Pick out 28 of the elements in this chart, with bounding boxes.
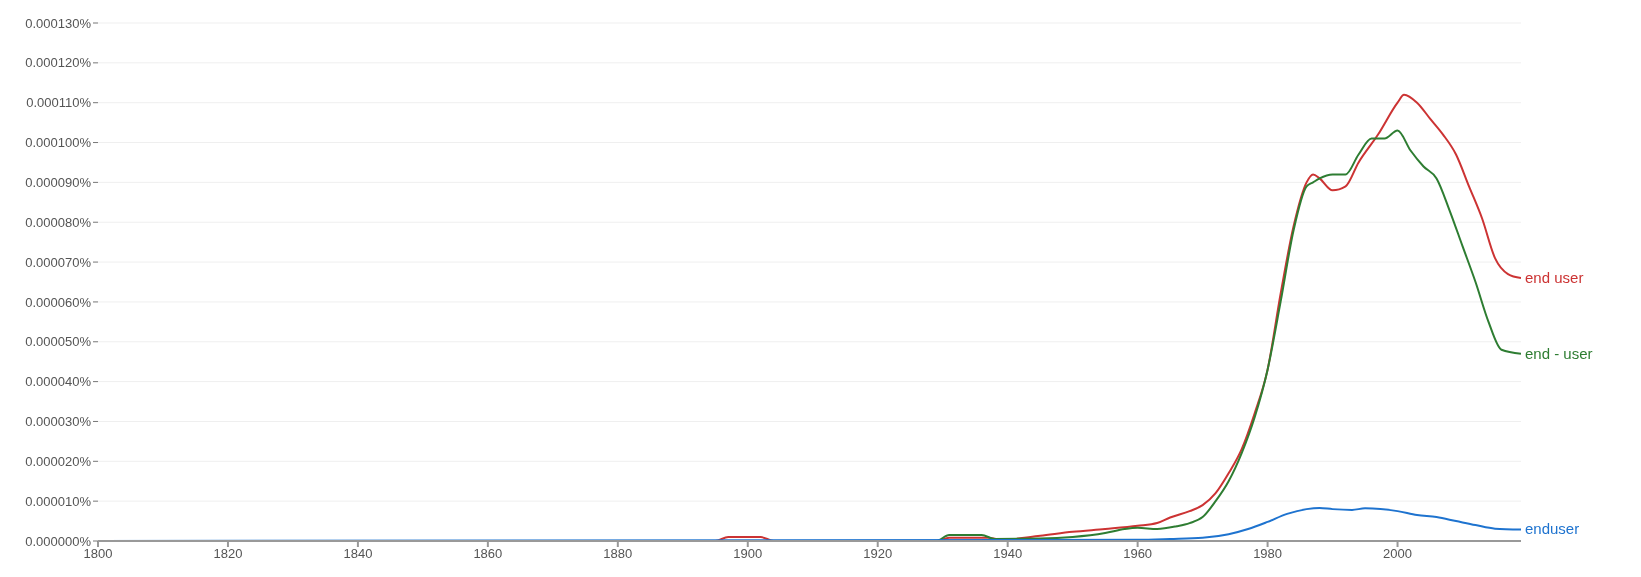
- x-tick-label: 1920: [863, 546, 893, 562]
- y-tick-label: 0.000030%: [25, 414, 92, 430]
- y-tick-label: 0.000090%: [25, 175, 92, 190]
- y-tick-label: 0.000080%: [25, 214, 92, 230]
- x-tick-label: 1840: [343, 546, 373, 562]
- x-tick-label: 1800: [83, 546, 113, 562]
- x-tick-label: 2000: [1383, 546, 1412, 562]
- x-tick-label: 1820: [213, 546, 243, 562]
- x-tick-label: 1940: [993, 546, 1023, 562]
- series-label: end - user: [1525, 344, 1593, 362]
- y-tick-label: 0.000070%: [25, 254, 92, 270]
- y-tick-label: 0.000020%: [25, 453, 92, 469]
- y-tick-label: 0.000050%: [25, 334, 92, 350]
- y-tick-label: 0.000010%: [25, 493, 92, 509]
- y-tick-label: 0.000120%: [25, 55, 92, 71]
- x-tick-label: 1860: [473, 546, 503, 562]
- y-tick-label: 0.000000%: [25, 533, 92, 549]
- x-tick-label: 1960: [1123, 546, 1153, 562]
- x-tick-label: 1900: [733, 546, 763, 562]
- y-tick-label: 0.000130%: [25, 15, 92, 31]
- series-label: enduser: [1525, 520, 1580, 538]
- y-tick-label: 0.000040%: [25, 374, 92, 390]
- y-tick-label: 0.000060%: [25, 294, 92, 310]
- x-tick-label: 1980: [1253, 546, 1283, 562]
- series-label: end user: [1525, 269, 1584, 287]
- y-tick-label: 0.000110%: [26, 95, 92, 111]
- x-tick-label: 1880: [603, 546, 633, 562]
- y-tick-label: 0.000100%: [25, 135, 92, 151]
